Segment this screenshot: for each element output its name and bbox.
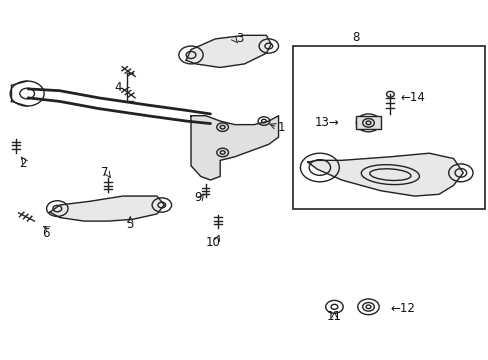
Text: 13→: 13→ <box>314 116 339 129</box>
Polygon shape <box>307 153 462 196</box>
Text: 2: 2 <box>20 157 27 170</box>
Text: ←14: ←14 <box>399 91 424 104</box>
Text: 3: 3 <box>236 32 243 45</box>
Text: 6: 6 <box>42 227 50 240</box>
Bar <box>356 116 380 129</box>
Text: 4: 4 <box>114 81 122 94</box>
Polygon shape <box>186 35 271 67</box>
Text: 5: 5 <box>126 218 134 231</box>
Text: 10: 10 <box>205 236 220 249</box>
Text: 1: 1 <box>277 121 284 134</box>
Polygon shape <box>191 116 278 180</box>
Bar <box>292 46 484 208</box>
Text: 11: 11 <box>326 310 341 323</box>
Text: 9: 9 <box>194 192 202 204</box>
Text: ←12: ←12 <box>389 302 414 315</box>
Polygon shape <box>50 196 164 221</box>
Text: 8: 8 <box>352 31 359 44</box>
Text: 7: 7 <box>101 166 108 179</box>
Ellipse shape <box>361 165 419 185</box>
